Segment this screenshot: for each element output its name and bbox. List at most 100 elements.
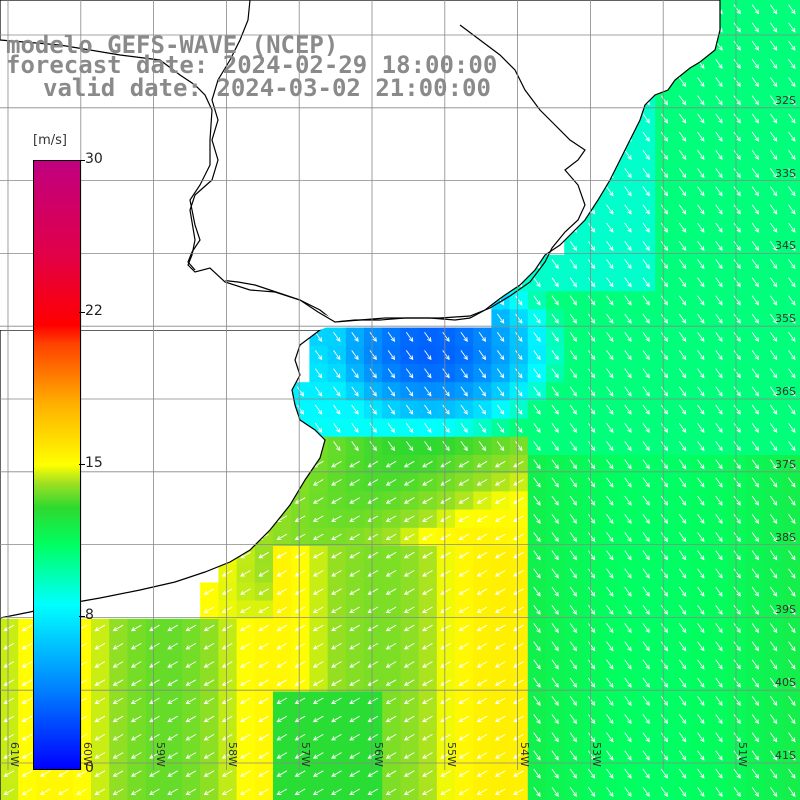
wind-cell [782, 91, 800, 110]
wind-arrow [788, 186, 796, 197]
wind-cell [782, 273, 800, 292]
wind-arrow [276, 734, 288, 741]
wind-arrow [367, 479, 379, 486]
wind-arrow [697, 441, 705, 452]
wind-cell [491, 546, 511, 565]
wind-arrow [476, 533, 488, 541]
wind-arrow [788, 259, 796, 270]
wind-arrow [606, 768, 614, 779]
wind-arrow [751, 113, 760, 124]
wind-arrow [788, 659, 796, 670]
colorbar-tick-label: 8 [85, 607, 94, 623]
wind-arrow [387, 331, 396, 342]
wind-arrow [751, 695, 760, 706]
wind-arrow [606, 222, 614, 233]
wind-arrow [312, 679, 324, 686]
wind-arrow [715, 659, 723, 670]
wind-arrow [422, 588, 433, 595]
wind-arrow [733, 149, 741, 160]
wind-arrow [422, 460, 433, 468]
wind-arrow [276, 606, 288, 613]
wind-cell [345, 546, 365, 565]
wind-arrow [513, 697, 524, 704]
wind-cell [782, 691, 800, 711]
wind-arrow [460, 422, 468, 433]
wind-arrow [624, 714, 632, 725]
wind-cell [782, 127, 800, 147]
wind-arrow [769, 259, 778, 270]
wind-arrow [569, 550, 578, 561]
colorbar [33, 160, 81, 770]
wind-arrow [494, 770, 506, 777]
wind-arrow [476, 497, 488, 504]
wind-arrow [788, 313, 796, 324]
wind-arrow [440, 551, 451, 559]
wind-arrow [569, 586, 578, 597]
wind-arrow [369, 404, 377, 415]
wind-arrow [76, 788, 87, 795]
wind-arrow [697, 422, 705, 433]
wind-arrow [788, 750, 796, 761]
wind-arrow [203, 606, 215, 613]
wind-arrow [642, 350, 650, 361]
wind-arrow [387, 422, 396, 433]
wind-arrow [642, 532, 650, 543]
wind-arrow [587, 422, 596, 433]
wind-arrow [149, 697, 160, 704]
wind-arrow [312, 661, 324, 668]
wind-cell [400, 527, 420, 547]
wind-arrow [476, 715, 488, 723]
wind-arrow [440, 697, 451, 704]
wind-arrow [458, 460, 470, 468]
wind-arrow [715, 477, 723, 488]
wind-arrow [715, 422, 723, 433]
wind-arrow [331, 734, 342, 741]
wind-arrow [751, 222, 760, 233]
wind-arrow [769, 714, 778, 725]
wind-arrow [185, 643, 197, 650]
wind-arrow [715, 695, 723, 706]
wind-cell [254, 546, 274, 565]
wind-cell [382, 527, 401, 547]
wind-arrow [496, 386, 505, 397]
wind-arrow [496, 422, 505, 433]
wind-arrow [697, 659, 705, 670]
wind-arrow [733, 604, 741, 615]
lon-label: 56W [372, 742, 385, 767]
wind-arrow [788, 295, 796, 306]
wind-arrow [221, 788, 233, 795]
wind-arrow [569, 386, 578, 397]
wind-arrow [387, 404, 396, 415]
wind-arrow [733, 95, 741, 106]
wind-arrow [240, 715, 251, 723]
wind-arrow [513, 661, 524, 668]
wind-arrow [294, 515, 306, 522]
wind-arrow [185, 788, 197, 795]
wind-arrow [551, 732, 559, 743]
wind-arrow [788, 204, 796, 215]
wind-arrow [385, 715, 397, 723]
wind-arrow [515, 350, 523, 361]
wind-arrow [513, 460, 524, 468]
wind-arrow [624, 386, 632, 397]
wind-arrow [513, 606, 524, 613]
wind-arrow [660, 149, 669, 160]
wind-arrow [351, 422, 359, 433]
wind-arrow [112, 679, 124, 686]
wind-arrow [660, 95, 669, 106]
wind-arrow [660, 441, 669, 452]
wind-arrow [149, 661, 160, 668]
wind-arrow [715, 113, 723, 124]
wind-arrow [94, 661, 106, 668]
wind-arrow [624, 750, 632, 761]
wind-arrow [624, 459, 632, 470]
wind-arrow [733, 714, 741, 725]
wind-arrow [606, 513, 614, 524]
wind-arrow [351, 386, 359, 397]
wind-arrow [788, 623, 796, 634]
wind-arrow [440, 515, 451, 522]
wind-arrow [678, 532, 687, 543]
wind-arrow [751, 768, 760, 779]
wind-arrow [788, 441, 796, 452]
wind-arrow [769, 441, 778, 452]
